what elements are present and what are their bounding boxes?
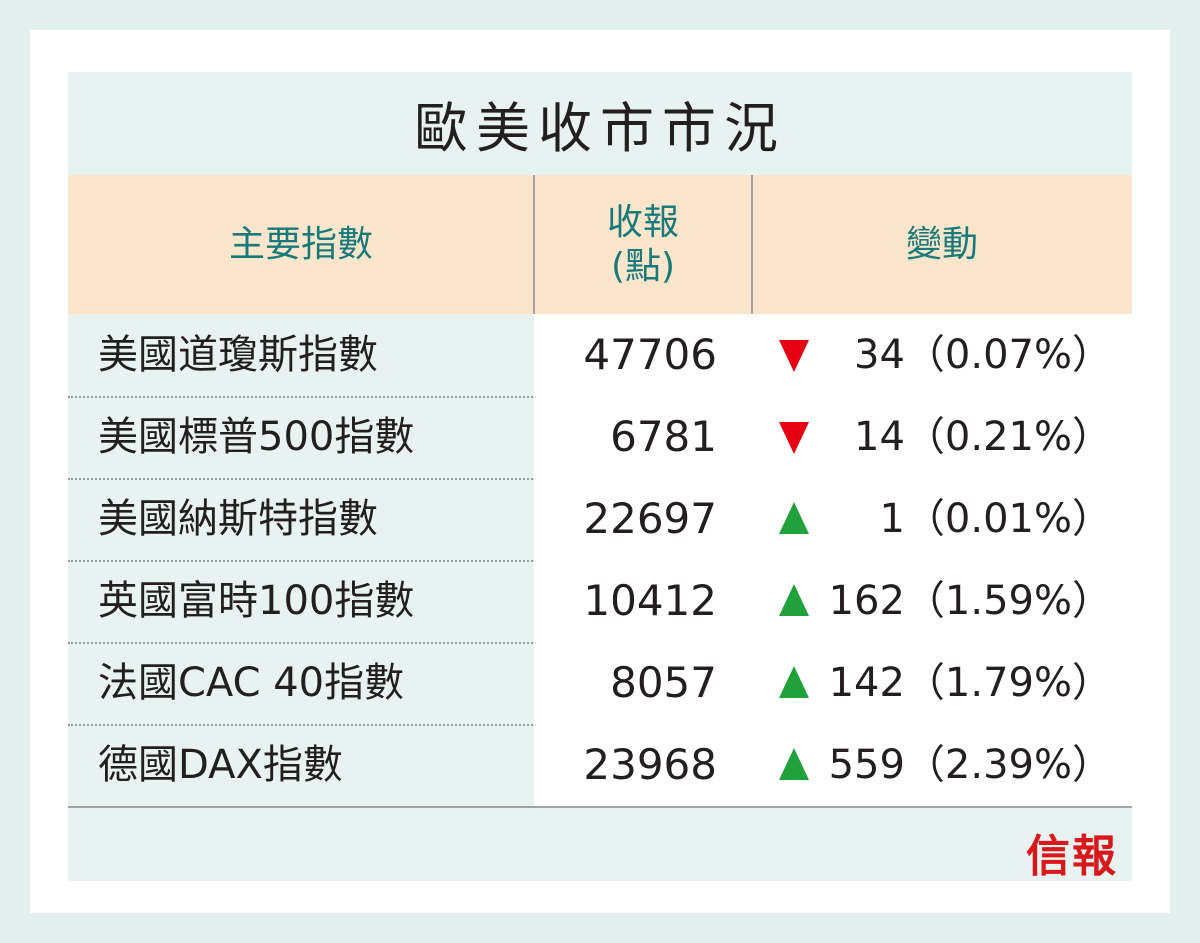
table-row: 美國納斯特指數 22697 1（0.01%） bbox=[68, 478, 1132, 560]
close-cell: 23968 bbox=[534, 724, 752, 806]
table-row: 英國富時100指數 10412 162（1.59%） bbox=[68, 560, 1132, 642]
logo: 信報 bbox=[1026, 831, 1118, 882]
close-cell: 8057 bbox=[534, 642, 752, 724]
up-triangle-icon bbox=[779, 748, 809, 780]
header-index: 主要指數 bbox=[228, 223, 373, 265]
header-close-line1: 收報 bbox=[606, 201, 679, 243]
index-name: 法國CAC 40指數 bbox=[98, 660, 405, 706]
change-cell: 162（1.59%） bbox=[752, 560, 1132, 642]
card: 歐美收市市況 主要指數 收報 (點) 變動 美國道瓊斯指數 47706 34（0.0… bbox=[30, 30, 1170, 913]
header-close: 收報 (點) bbox=[534, 175, 752, 314]
change-value: 162（1.59%） bbox=[828, 578, 1112, 624]
close-cell: 6781 bbox=[534, 396, 752, 478]
up-triangle-icon bbox=[779, 666, 809, 698]
index-name: 美國道瓊斯指數 bbox=[98, 332, 378, 378]
change-cell: 1（0.01%） bbox=[752, 478, 1132, 560]
close-value: 6781 bbox=[610, 412, 717, 461]
up-triangle-icon bbox=[779, 502, 809, 534]
table-row: 美國道瓊斯指數 47706 34（0.07%） bbox=[68, 314, 1132, 396]
change-value: 34（0.07%） bbox=[854, 332, 1112, 378]
table-body: 美國道瓊斯指數 47706 34（0.07%） 美國標普500指數 6781 14（0.2… bbox=[68, 314, 1132, 807]
market-table-panel: 歐美收市市況 主要指數 收報 (點) 變動 美國道瓊斯指數 47706 34（0.0… bbox=[68, 72, 1132, 882]
close-value: 10412 bbox=[583, 576, 717, 625]
index-name: 美國納斯特指數 bbox=[98, 496, 378, 542]
close-cell: 22697 bbox=[534, 478, 752, 560]
index-name: 美國標普500指數 bbox=[98, 414, 415, 460]
table-row: 德國DAX指數 23968 559（2.39%） bbox=[68, 724, 1132, 806]
close-value: 47706 bbox=[583, 330, 717, 379]
close-value: 8057 bbox=[610, 658, 717, 707]
header-change: 變動 bbox=[905, 223, 978, 265]
index-name: 德國DAX指數 bbox=[98, 742, 343, 788]
close-value: 23968 bbox=[583, 740, 717, 789]
close-value: 22697 bbox=[583, 494, 717, 543]
change-value: 1（0.01%） bbox=[879, 496, 1112, 542]
change-cell: 14（0.21%） bbox=[752, 396, 1132, 478]
change-cell: 559（2.39%） bbox=[752, 724, 1132, 806]
down-triangle-icon bbox=[779, 422, 809, 454]
change-value: 559（2.39%） bbox=[828, 742, 1112, 788]
change-value: 142（1.79%） bbox=[828, 660, 1112, 706]
change-cell: 34（0.07%） bbox=[752, 314, 1132, 396]
table-bottom-rule bbox=[68, 806, 1132, 808]
table-row: 法國CAC 40指數 8057 142（1.79%） bbox=[68, 642, 1132, 724]
index-name: 英國富時100指數 bbox=[98, 578, 415, 624]
change-cell: 142（1.79%） bbox=[752, 642, 1132, 724]
column-divider bbox=[533, 175, 535, 314]
table-header: 主要指數 收報 (點) 變動 bbox=[68, 175, 1132, 314]
change-value: 14（0.21%） bbox=[854, 414, 1112, 460]
down-triangle-icon bbox=[779, 340, 809, 372]
header-close-line2: (點) bbox=[610, 245, 676, 287]
close-cell: 47706 bbox=[534, 314, 752, 396]
page-title: 歐美收市市況 bbox=[414, 97, 786, 160]
table-row: 美國標普500指數 6781 14（0.21%） bbox=[68, 396, 1132, 478]
close-cell: 10412 bbox=[534, 560, 752, 642]
up-triangle-icon bbox=[779, 584, 809, 616]
